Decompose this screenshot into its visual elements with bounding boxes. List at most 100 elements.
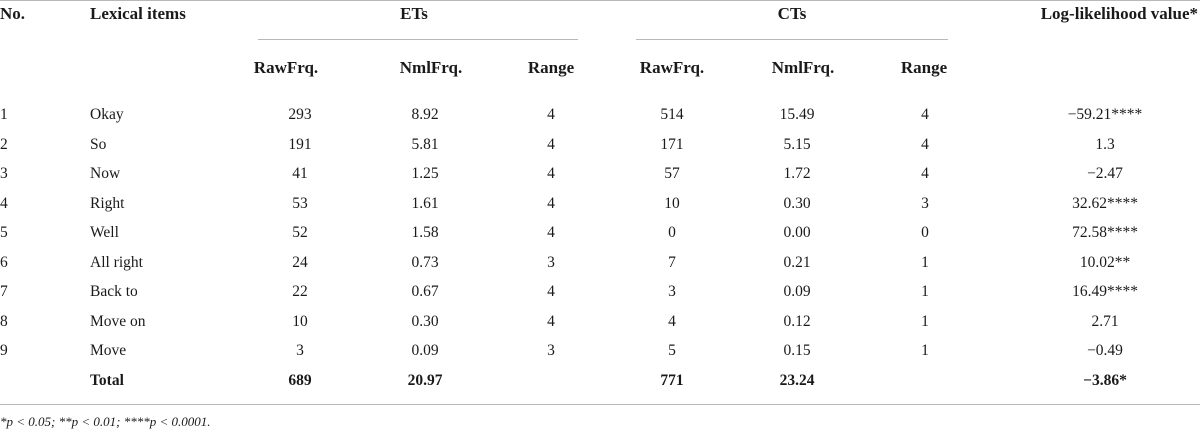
cell-no: 5 <box>0 224 8 241</box>
cell-cts-rawfrq: 771 <box>660 372 684 389</box>
cell-ets-rawfrq: 53 <box>292 195 308 212</box>
cell-log-likelihood: −0.49 <box>1087 342 1123 359</box>
cell-cts-nmlfrq: 5.15 <box>783 136 811 153</box>
cell-no: 2 <box>0 136 8 153</box>
cell-cts-rawfrq: 3 <box>668 283 676 300</box>
cell-cts-rawfrq: 4 <box>668 313 676 330</box>
header-log-likelihood: Log-likelihood value* <box>1040 4 1198 23</box>
cell-ets-nmlfrq: 0.67 <box>411 283 439 300</box>
cell-lexical-item: Okay <box>90 106 124 123</box>
cell-cts-range: 0 <box>921 224 929 241</box>
cell-ets-range: 3 <box>547 254 555 271</box>
subheader-cts-range: Range <box>900 58 948 77</box>
cell-ets-range: 4 <box>547 224 555 241</box>
cell-log-likelihood: 72.58**** <box>1072 224 1138 241</box>
cell-cts-range: 1 <box>921 342 929 359</box>
cell-ets-rawfrq: 10 <box>292 313 308 330</box>
subheader-ets-rawfrq: RawFrq. <box>253 58 319 77</box>
cell-ets-range: 3 <box>547 342 555 359</box>
cell-lexical-item: So <box>90 136 107 153</box>
cell-lexical-item: Well <box>90 224 119 241</box>
cell-cts-range: 1 <box>921 313 929 330</box>
cell-no: 4 <box>0 195 8 212</box>
subheader-ets-range: Range <box>527 58 575 77</box>
table-footnote: *p < 0.05; **p < 0.01; ****p < 0.0001. <box>0 414 211 429</box>
cell-log-likelihood: 2.71 <box>1091 313 1119 330</box>
cell-no: 3 <box>0 165 8 182</box>
table-bottom-rule <box>0 404 1200 405</box>
cell-ets-range: 4 <box>547 165 555 182</box>
cell-ets-nmlfrq: 0.30 <box>411 313 439 330</box>
cell-lexical-item: All right <box>90 254 143 271</box>
cell-cts-rawfrq: 57 <box>664 165 680 182</box>
cell-cts-nmlfrq: 23.24 <box>779 372 815 389</box>
cell-cts-nmlfrq: 0.12 <box>783 313 811 330</box>
cell-no: 9 <box>0 342 8 359</box>
cell-ets-nmlfrq: 20.97 <box>407 372 443 389</box>
cell-ets-rawfrq: 41 <box>292 165 308 182</box>
cell-cts-rawfrq: 7 <box>668 254 676 271</box>
cell-log-likelihood: 16.49**** <box>1072 283 1138 300</box>
cell-ets-nmlfrq: 0.09 <box>411 342 439 359</box>
cell-log-likelihood: 32.62**** <box>1072 195 1138 212</box>
subheader-ets-nmlfrq: NmlFrq. <box>399 58 463 77</box>
cell-no: 8 <box>0 313 8 330</box>
cell-ets-rawfrq: 22 <box>292 283 308 300</box>
cell-log-likelihood: 10.02** <box>1079 254 1131 271</box>
cell-lexical-item: Back to <box>90 283 138 300</box>
header-lexical-items: Lexical items <box>90 4 186 23</box>
cell-no: 6 <box>0 254 8 271</box>
cell-log-likelihood: −59.21**** <box>1067 106 1143 123</box>
cell-cts-nmlfrq: 0.09 <box>783 283 811 300</box>
cell-ets-range: 4 <box>547 106 555 123</box>
cell-cts-nmlfrq: 15.49 <box>779 106 815 123</box>
header-ets: ETs <box>400 4 428 23</box>
cell-ets-rawfrq: 293 <box>288 106 312 123</box>
cell-cts-nmlfrq: 0.30 <box>783 195 811 212</box>
cell-lexical-item: Right <box>90 195 125 212</box>
cell-no: 7 <box>0 283 8 300</box>
cell-cts-range: 1 <box>921 283 929 300</box>
cell-cts-range: 4 <box>921 136 929 153</box>
cell-ets-rawfrq: 3 <box>296 342 304 359</box>
cell-ets-range: 4 <box>547 195 555 212</box>
subheader-cts-nmlfrq: NmlFrq. <box>771 58 835 77</box>
cell-no: 1 <box>0 106 8 123</box>
cell-cts-nmlfrq: 1.72 <box>783 165 811 182</box>
cell-lexical-item: Now <box>90 165 121 182</box>
cell-cts-rawfrq: 171 <box>660 136 684 153</box>
cell-cts-nmlfrq: 0.15 <box>783 342 811 359</box>
cell-log-likelihood: −3.86* <box>1083 372 1127 389</box>
cell-ets-nmlfrq: 8.92 <box>411 106 439 123</box>
cell-ets-range: 4 <box>547 283 555 300</box>
cts-group-rule <box>636 39 948 40</box>
subheader-cts-rawfrq: RawFrq. <box>639 58 705 77</box>
cell-ets-range: 4 <box>547 136 555 153</box>
cell-lexical-item: Total <box>90 372 124 389</box>
cell-cts-rawfrq: 0 <box>668 224 676 241</box>
cell-cts-rawfrq: 5 <box>668 342 676 359</box>
cell-ets-rawfrq: 52 <box>292 224 308 241</box>
cell-ets-range: 4 <box>547 313 555 330</box>
cell-cts-range: 3 <box>921 195 929 212</box>
cell-cts-nmlfrq: 0.21 <box>783 254 811 271</box>
cell-cts-nmlfrq: 0.00 <box>783 224 811 241</box>
cell-ets-rawfrq: 689 <box>288 372 312 389</box>
cell-log-likelihood: −2.47 <box>1087 165 1123 182</box>
cell-ets-nmlfrq: 1.25 <box>411 165 439 182</box>
cell-ets-rawfrq: 24 <box>292 254 308 271</box>
cell-lexical-item: Move <box>90 342 127 359</box>
table-top-rule <box>0 0 1200 1</box>
cell-cts-rawfrq: 514 <box>660 106 684 123</box>
cell-ets-nmlfrq: 5.81 <box>411 136 439 153</box>
header-cts: CTs <box>777 4 807 23</box>
cell-ets-nmlfrq: 0.73 <box>411 254 439 271</box>
ets-group-rule <box>258 39 578 40</box>
cell-log-likelihood: 1.3 <box>1095 136 1115 153</box>
cell-ets-nmlfrq: 1.61 <box>411 195 439 212</box>
cell-cts-rawfrq: 10 <box>664 195 680 212</box>
cell-lexical-item: Move on <box>90 313 146 330</box>
cell-ets-nmlfrq: 1.58 <box>411 224 439 241</box>
cell-cts-range: 4 <box>921 165 929 182</box>
